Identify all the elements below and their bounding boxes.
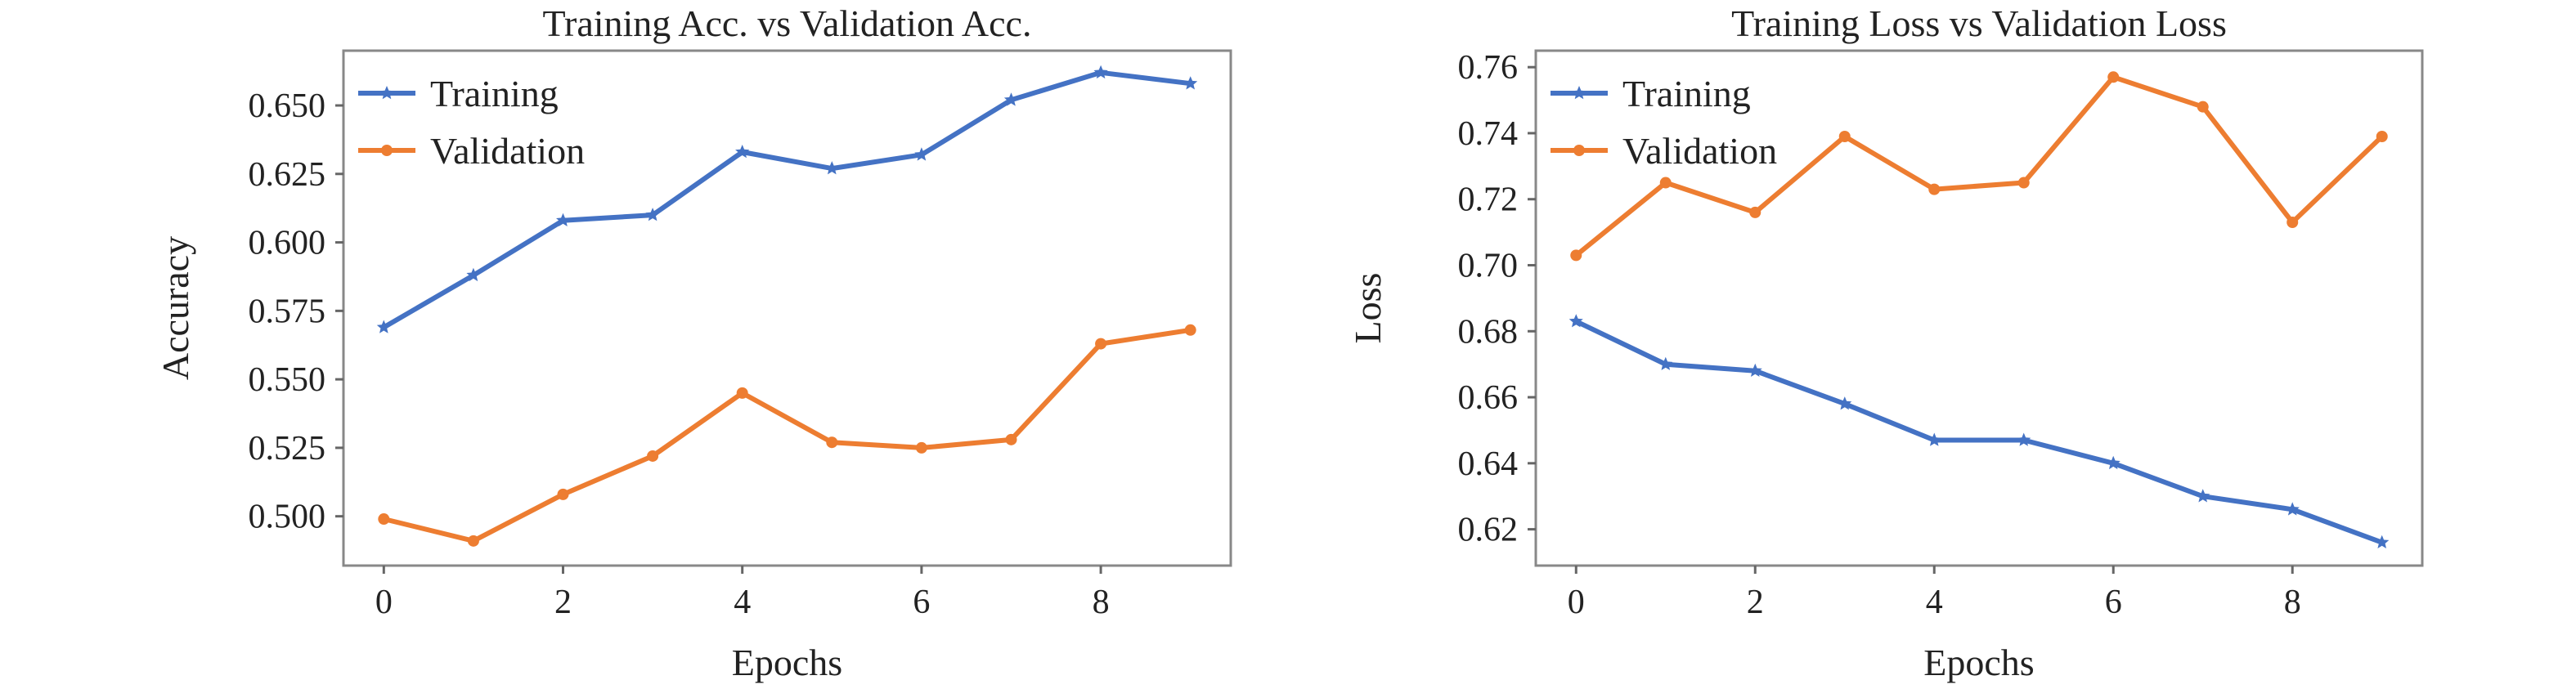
x-tick-label: 2	[554, 584, 572, 621]
data-point-training	[1093, 65, 1108, 79]
data-point-training	[1003, 92, 1018, 106]
legend-marker-training	[379, 86, 394, 100]
series-line-training	[382, 69, 1192, 330]
legend-marker-training	[1572, 86, 1586, 100]
data-point-training	[1568, 314, 1583, 328]
data-point-training	[556, 213, 571, 226]
x-tick-label: 4	[1926, 584, 1943, 621]
x-axis-label: Epochs	[732, 642, 842, 683]
legend-marker-validation	[381, 145, 393, 156]
y-tick-label: 0.600	[249, 225, 326, 262]
data-point-validation	[647, 450, 659, 462]
data-point-validation	[2107, 71, 2120, 83]
data-point-validation	[1570, 249, 1582, 262]
y-tick-label: 0.650	[249, 87, 326, 125]
x-tick-label: 8	[2284, 584, 2301, 621]
series-line-training	[1575, 319, 2383, 545]
data-point-training	[376, 320, 391, 333]
data-point-training	[2285, 502, 2300, 516]
data-point-validation	[2376, 131, 2388, 142]
x-tick-label: 4	[734, 584, 751, 621]
x-tick-label: 6	[913, 584, 930, 621]
data-point-training	[1927, 432, 1941, 446]
legend-label-training: Training	[430, 73, 559, 114]
data-point-validation	[378, 513, 390, 526]
series-line-validation	[383, 327, 1192, 544]
data-point-validation	[1838, 131, 1851, 142]
legend-label-validation: Validation	[1622, 130, 1777, 172]
data-point-training	[1748, 363, 1762, 377]
data-point-validation	[1184, 324, 1196, 336]
accuracy-chart: Training Acc. vs Validation Acc. Epochs Ac…	[155, 2, 1232, 683]
y-tick-label: 0.525	[249, 430, 326, 468]
y-tick-label: 0.550	[249, 361, 326, 399]
y-axis-label: Accuracy	[155, 236, 196, 380]
data-point-training	[2017, 432, 2031, 446]
data-point-validation	[2197, 101, 2209, 113]
data-point-training	[466, 267, 481, 282]
data-point-training	[2106, 455, 2120, 470]
data-point-training	[1658, 356, 1673, 370]
data-point-training	[735, 145, 750, 159]
data-point-validation	[2287, 217, 2299, 228]
data-point-validation	[467, 535, 479, 547]
y-tick-label: 0.72	[1458, 181, 1519, 219]
x-tick-label: 0	[1568, 584, 1585, 621]
data-point-validation	[1749, 206, 1761, 218]
x-axis-label: Epochs	[1923, 642, 2034, 683]
data-point-training	[1838, 396, 1852, 410]
plot-frame	[342, 49, 1232, 567]
data-point-validation	[1659, 177, 1672, 189]
y-tick-label: 0.66	[1458, 379, 1519, 417]
data-point-validation	[2017, 177, 2030, 189]
data-point-validation	[1005, 433, 1017, 445]
data-point-training	[914, 147, 929, 161]
legend-marker-validation	[1573, 145, 1585, 156]
data-point-validation	[1928, 183, 1941, 195]
y-tick-label: 0.625	[249, 156, 326, 194]
x-tick-label: 2	[1747, 584, 1764, 621]
data-point-validation	[826, 436, 838, 449]
data-point-training	[645, 208, 660, 221]
y-tick-label: 0.74	[1458, 115, 1519, 153]
x-tick-label: 0	[375, 584, 393, 621]
y-axis-label: Loss	[1347, 273, 1389, 344]
x-tick-label: 8	[1093, 584, 1110, 621]
y-tick-label: 0.76	[1458, 49, 1519, 87]
plot-frame	[1534, 49, 2424, 567]
chart-title: Training Loss vs Validation Loss	[1731, 2, 2227, 44]
data-point-validation	[557, 488, 569, 500]
legend-label-training: Training	[1622, 73, 1751, 114]
data-point-validation	[736, 387, 748, 399]
chart-title: Training Acc. vs Validation Acc.	[543, 2, 1032, 44]
x-tick-label: 6	[2105, 584, 2122, 621]
loss-chart: Training Loss vs Validation Loss Epochs Lo…	[1347, 2, 2424, 683]
y-tick-label: 0.70	[1458, 248, 1519, 285]
data-point-validation	[915, 441, 927, 454]
y-tick-label: 0.500	[249, 499, 326, 536]
data-point-training	[2196, 489, 2210, 503]
y-tick-label: 0.62	[1458, 512, 1519, 549]
y-tick-label: 0.575	[249, 293, 326, 330]
data-point-training	[824, 161, 839, 175]
legend-label-validation: Validation	[430, 130, 585, 172]
y-tick-label: 0.68	[1458, 313, 1519, 351]
y-tick-label: 0.64	[1458, 445, 1519, 483]
data-point-training	[2375, 535, 2390, 548]
series-line-validation	[1574, 74, 2384, 257]
data-point-training	[1183, 76, 1198, 90]
data-point-validation	[1095, 338, 1107, 350]
